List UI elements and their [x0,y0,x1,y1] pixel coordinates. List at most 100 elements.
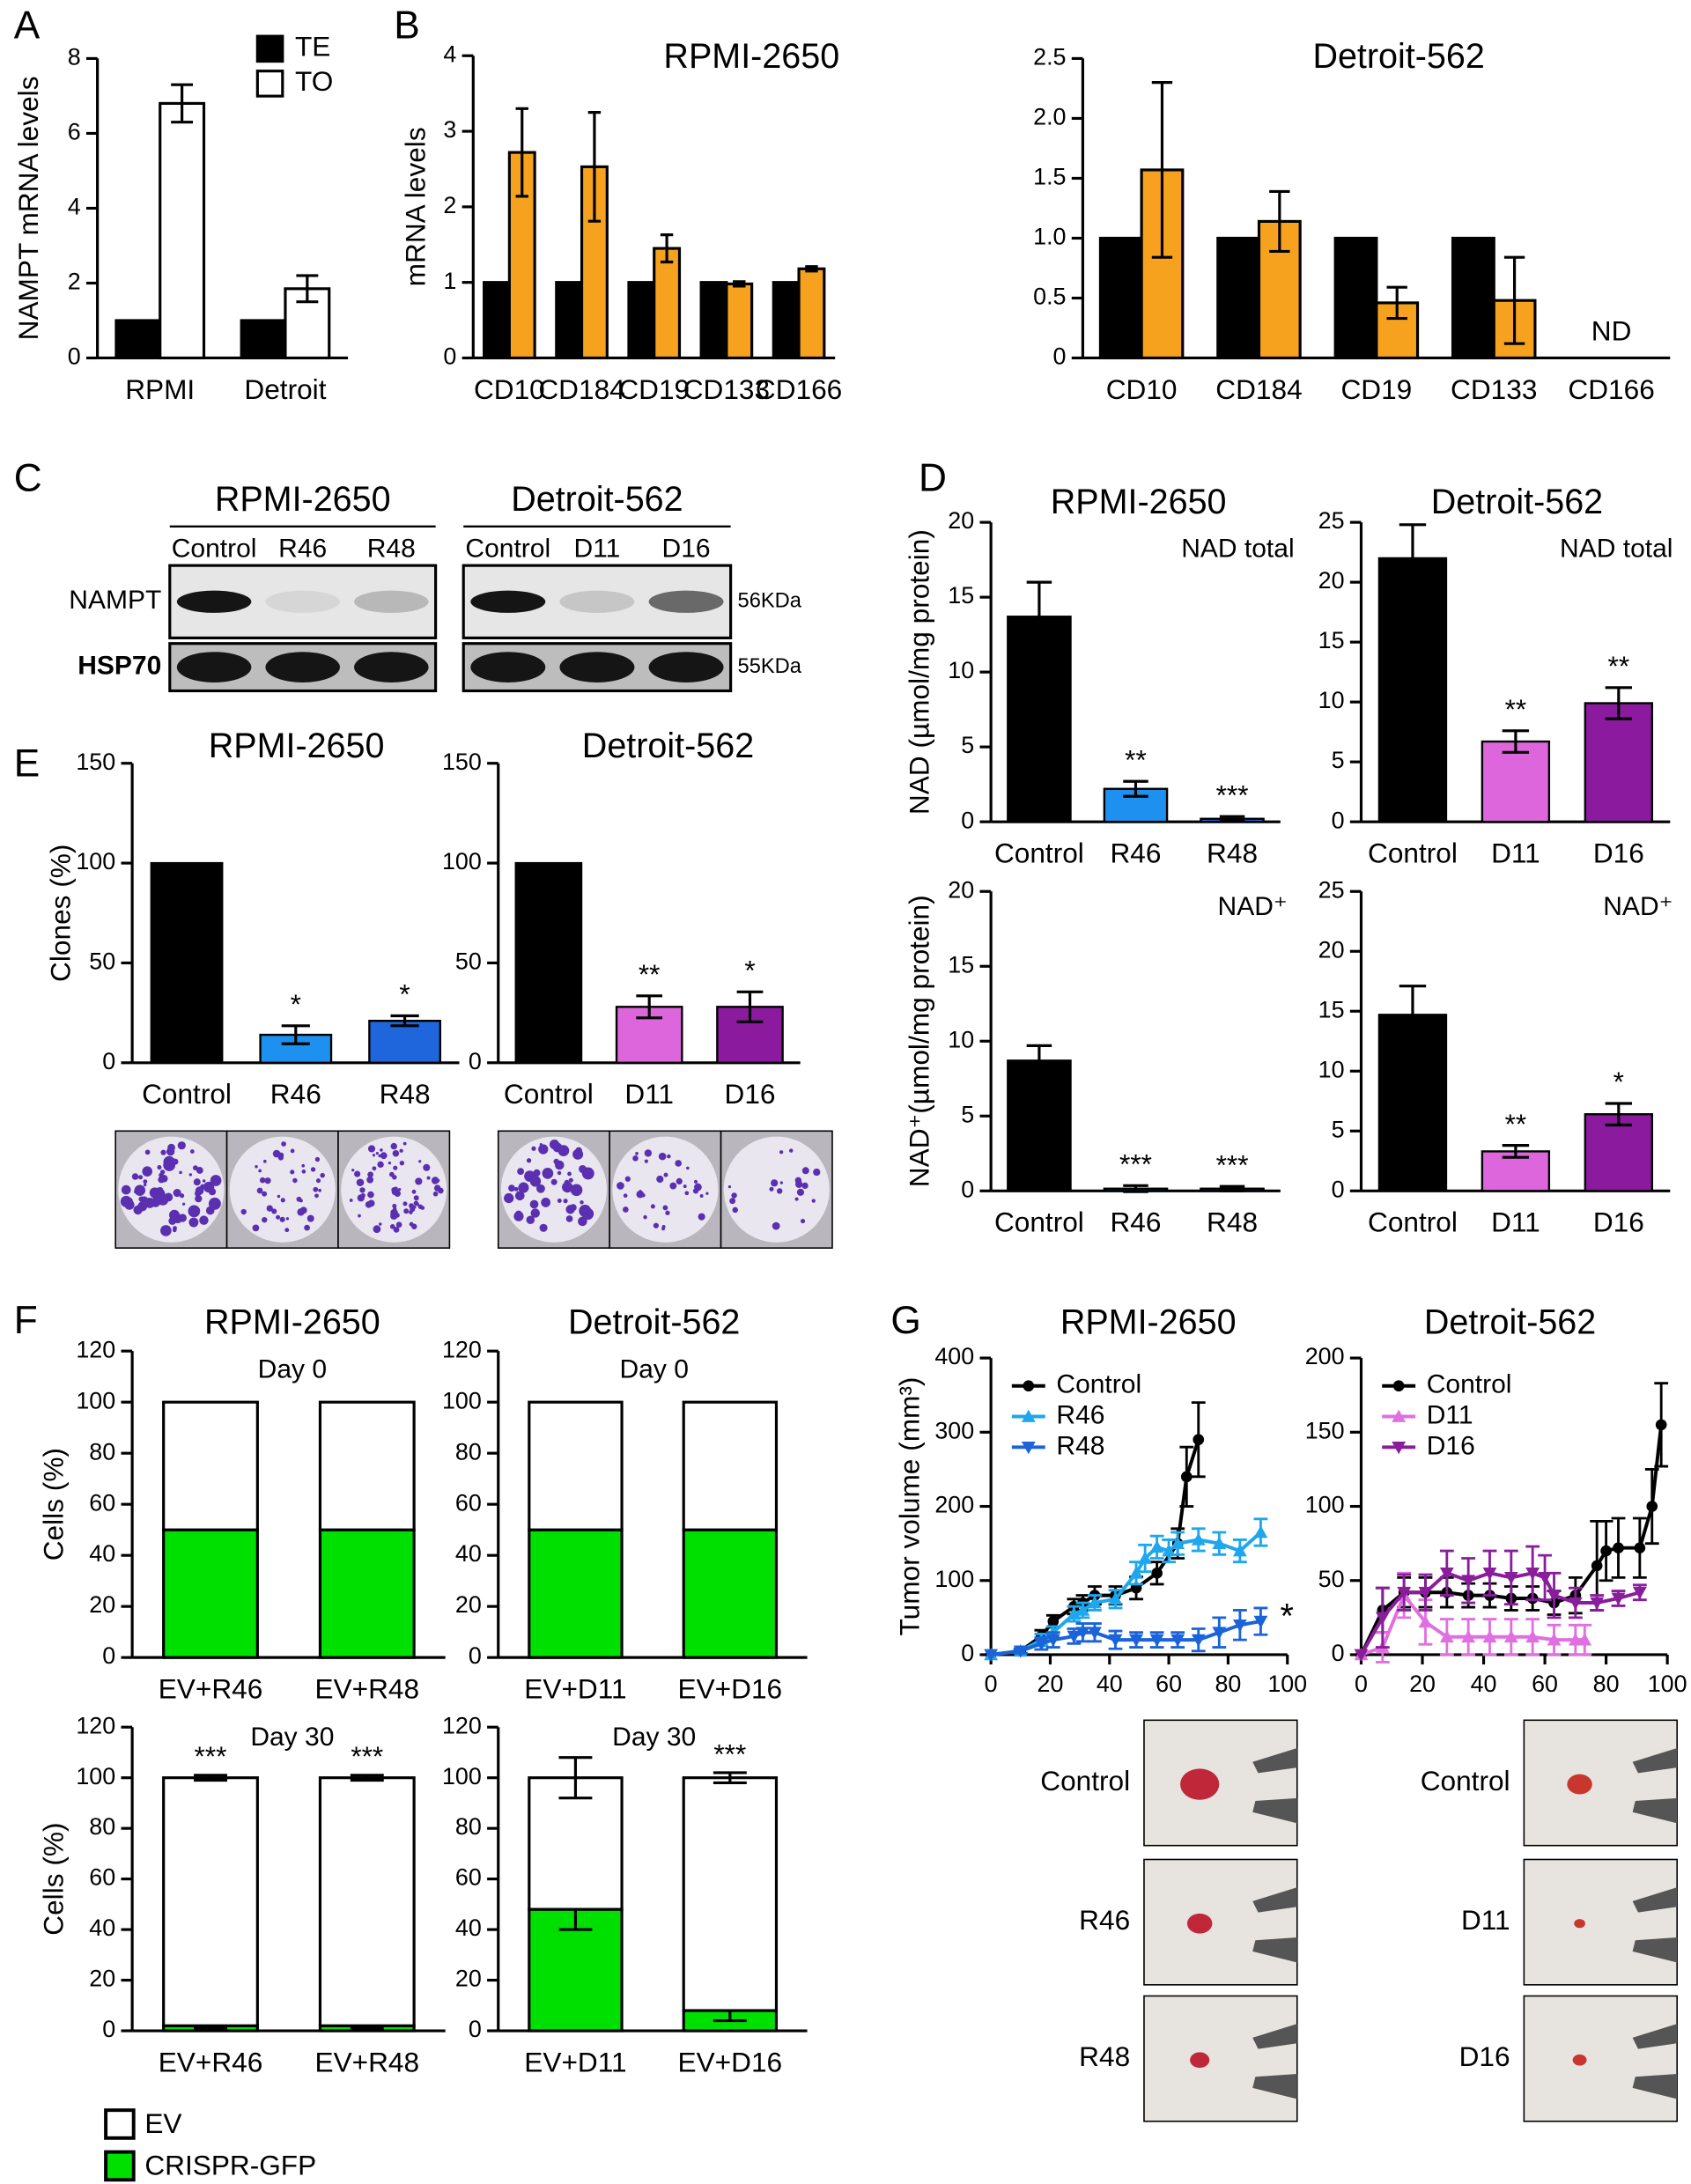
colony [137,1175,144,1180]
x-tick-label: Control [504,1078,594,1110]
x-tick-label: 40 [1471,1671,1497,1697]
y-tick-label: 1.5 [1033,164,1066,190]
colony [177,1141,186,1150]
colony [553,1158,559,1165]
error-bar [1503,255,1525,345]
colony [644,1149,653,1157]
colony [202,1179,206,1183]
colony [435,1178,440,1183]
significance: *** [1119,1148,1152,1180]
marker [1129,1634,1143,1648]
colony [539,1223,548,1232]
x-tick-label: 20 [1409,1671,1436,1697]
y-tick-label: 1 [443,268,456,294]
marker [1151,1568,1163,1579]
error-bar [1219,1184,1245,1192]
marker [1067,1606,1082,1620]
x-tick-label: 60 [1532,1671,1558,1697]
colony [581,1207,594,1221]
legend-label: Control [1056,1370,1141,1399]
colony [290,1148,295,1154]
colony [259,1177,266,1184]
colony [124,1199,135,1210]
tumor-photo [1523,1858,1678,1986]
significance: * [1613,1066,1624,1097]
colony [550,1178,558,1185]
colony [432,1191,439,1197]
x-tick-label: Control [142,1078,232,1110]
bar [1584,702,1654,823]
caliper [1632,2024,1678,2099]
band [648,652,724,682]
colony [131,1173,139,1180]
chart-subtitle: Day 30 [250,1723,334,1752]
y-tick-label: 120 [76,1712,115,1738]
y-tick-label: 80 [89,1813,115,1840]
colony [196,1167,203,1174]
row-label: HSP70 [78,652,161,681]
tumor [1574,1919,1585,1929]
colony [567,1171,572,1177]
colony [779,1181,784,1184]
legend-label: EV [144,2107,181,2139]
colony [208,1208,214,1214]
colony [375,1151,379,1155]
row-label: NAMPT [69,586,161,615]
significance: *** [1216,1148,1249,1180]
colony [320,1172,325,1178]
marker [1253,1615,1268,1628]
error-bar [1502,729,1530,754]
marker [1547,1633,1562,1646]
caliper [1632,1887,1678,1963]
colony [164,1192,174,1202]
marker [1047,1615,1060,1627]
legend-label: TE [295,31,330,63]
colony [693,1179,698,1184]
error-bar [171,83,194,124]
colony [539,1188,544,1193]
colony [189,1149,195,1154]
colony [188,1173,193,1177]
colony [413,1195,419,1201]
colony [632,1155,639,1162]
marker [1193,1434,1205,1446]
y-tick-label: 100 [76,848,115,874]
y-axis-label: Cells (%) [38,1448,70,1561]
marker [1613,1542,1624,1554]
marker [1591,1560,1603,1572]
colony [393,1186,398,1192]
y-tick-label: 20 [455,1591,482,1618]
annotation: * [1281,1597,1294,1635]
marker [1075,1627,1090,1640]
colony [262,1216,268,1223]
colony [266,1205,273,1212]
colony [392,1175,397,1180]
x-tick-label: R48 [380,1078,431,1110]
colony [508,1184,515,1192]
panel-letter: F [14,1299,38,1342]
colony [794,1197,799,1201]
colony [669,1182,677,1190]
tumor [1190,2052,1210,2069]
x-tick-label: D16 [1593,837,1644,868]
tumor-label: R46 [1079,1904,1130,1936]
error-bar [1026,580,1052,653]
colony [788,1148,794,1153]
significance: ** [1505,1108,1527,1140]
chart: 0 0.5 1.0 1.5 2.0 2.5 Detroit-562 CD10 CD184 CD19… [1033,37,1671,405]
colony [394,1190,401,1197]
marker [1418,1586,1433,1600]
band [559,590,635,613]
chart-title: Detroit-562 [1424,1303,1596,1342]
marker [1138,1551,1153,1564]
colony [392,1203,397,1209]
colony [188,1217,199,1228]
bar-segment [162,1400,259,1531]
x-tick-label: 80 [1593,1671,1620,1697]
x-tick-label: R48 [1207,837,1258,868]
lane-label: R46 [278,535,327,564]
colony [349,1199,353,1202]
colony [580,1200,584,1205]
marker [1129,1566,1143,1579]
